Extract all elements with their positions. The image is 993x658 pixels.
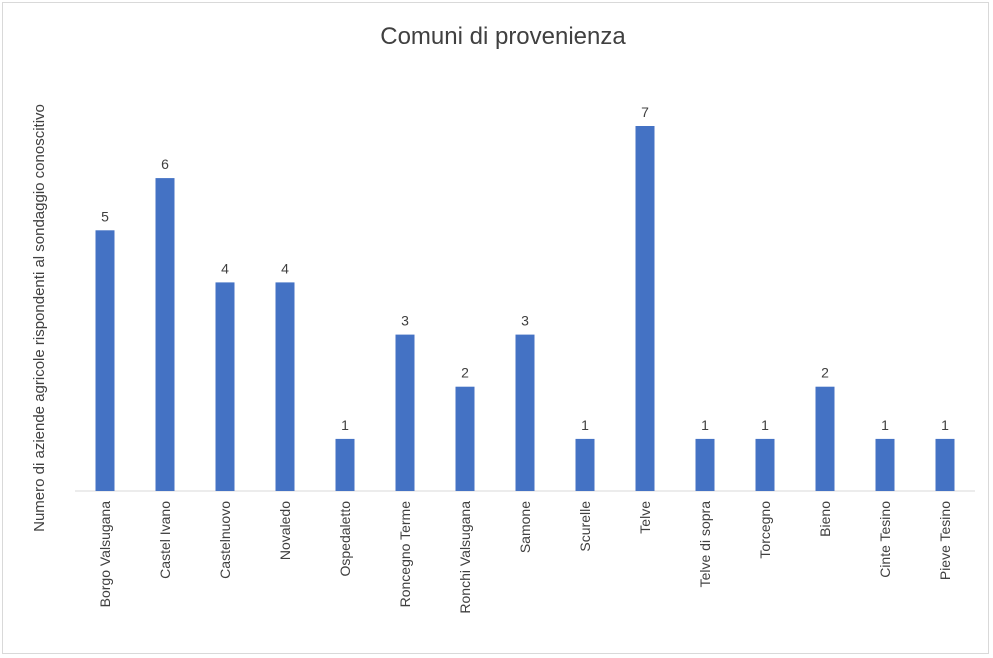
category-label-0: Borgo Valsugana — [97, 501, 113, 608]
data-labels-group: 5 6 4 4 1 3 2 3 1 7 1 1 2 1 1 — [101, 104, 949, 433]
data-label-13: 1 — [881, 417, 889, 433]
category-label-10: Telve di sopra — [697, 501, 713, 588]
bar-2 — [215, 282, 235, 491]
chart-title: Comuni di provenienza — [380, 23, 626, 50]
category-label-13: Cinte Tesino — [877, 501, 893, 578]
data-label-9: 7 — [641, 104, 649, 120]
y-axis-label: Numero di aziende agricole rispondenti a… — [31, 104, 48, 532]
data-label-0: 5 — [101, 208, 109, 224]
bar-12 — [815, 386, 835, 491]
data-label-6: 2 — [461, 365, 469, 381]
data-label-8: 1 — [581, 417, 589, 433]
data-label-1: 6 — [161, 156, 169, 172]
category-ticks-group: Borgo Valsugana Castel Ivano Castelnuovo No… — [97, 501, 953, 614]
bar-6 — [455, 386, 475, 491]
bar-9 — [635, 126, 655, 491]
bar-1 — [155, 178, 175, 491]
data-label-7: 3 — [521, 313, 529, 329]
data-label-14: 1 — [941, 417, 949, 433]
category-label-6: Ronchi Valsugana — [457, 501, 473, 614]
category-label-12: Bieno — [817, 501, 833, 537]
category-label-2: Castelnuovo — [217, 501, 233, 579]
data-label-10: 1 — [701, 417, 709, 433]
data-label-3: 4 — [281, 260, 289, 276]
category-label-11: Torcegno — [757, 501, 773, 559]
bar-4 — [335, 438, 355, 491]
bar-11 — [755, 438, 775, 491]
category-label-1: Castel Ivano — [157, 501, 173, 579]
bar-7 — [515, 334, 535, 491]
data-label-12: 2 — [821, 365, 829, 381]
bar-10 — [695, 438, 715, 491]
data-label-4: 1 — [341, 417, 349, 433]
bar-8 — [575, 438, 595, 491]
category-label-4: Ospedaletto — [337, 501, 353, 577]
category-label-3: Novaledo — [277, 501, 293, 560]
category-label-14: Pieve Tesino — [937, 501, 953, 580]
category-label-8: Scurelle — [577, 501, 593, 552]
category-label-5: Roncegno Terme — [397, 501, 413, 608]
bar-5 — [395, 334, 415, 491]
data-label-2: 4 — [221, 260, 229, 276]
category-label-9: Telve — [637, 501, 653, 534]
data-label-5: 3 — [401, 313, 409, 329]
category-label-7: Samone — [517, 501, 533, 553]
bar-14 — [935, 438, 955, 491]
bars-group — [95, 126, 955, 492]
bar-3 — [275, 282, 295, 491]
data-label-11: 1 — [761, 417, 769, 433]
bar-13 — [875, 438, 895, 491]
bar-0 — [95, 230, 115, 492]
